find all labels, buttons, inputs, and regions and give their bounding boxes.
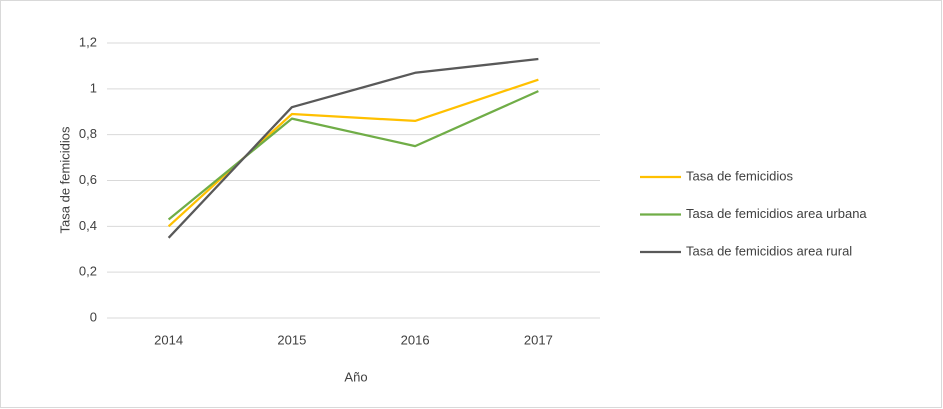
legend-label: Tasa de femicidios: [686, 168, 793, 183]
y-tick-label: 0: [90, 309, 97, 324]
y-tick-label: 1: [90, 80, 97, 95]
y-tick-label: 0,4: [79, 218, 97, 233]
y-axis-label: Tasa de femicidios: [57, 126, 72, 233]
x-axis-label: Año: [344, 369, 367, 384]
y-tick-label: 0,2: [79, 264, 97, 279]
legend-label: Tasa de femicidios area rural: [686, 243, 852, 258]
legend-label: Tasa de femicidios area urbana: [686, 206, 867, 221]
x-tick-label: 2014: [154, 332, 183, 347]
y-tick-label: 0,8: [79, 126, 97, 141]
x-tick-label: 2017: [524, 332, 553, 347]
y-tick-label: 1,2: [79, 34, 97, 49]
x-tick-label: 2015: [277, 332, 306, 347]
series-line: [167, 57, 539, 239]
x-tick-label: 2016: [401, 332, 430, 347]
series-line: [167, 90, 539, 221]
y-tick-label: 0,6: [79, 172, 97, 187]
